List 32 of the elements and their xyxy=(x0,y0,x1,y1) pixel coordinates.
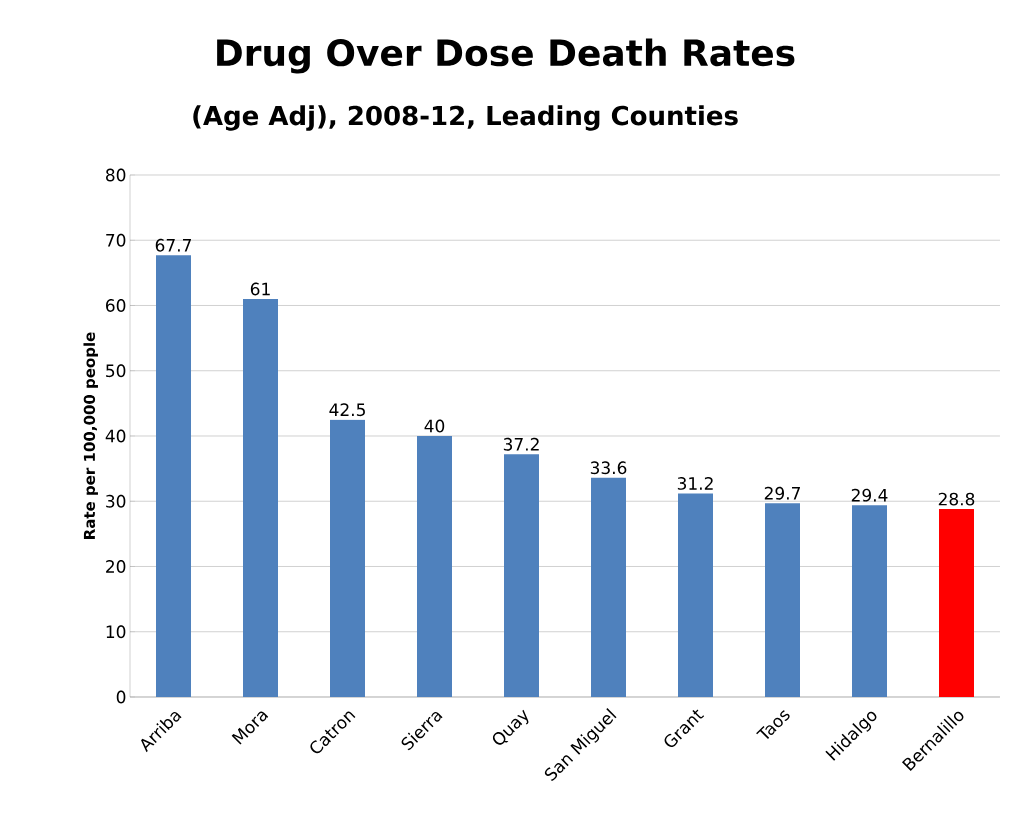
y-tick-label: 20 xyxy=(106,560,126,573)
chart-title: Drug Over Dose Death Rates xyxy=(217,38,795,74)
data-label: 42.5 xyxy=(329,403,365,417)
data-label: 28.8 xyxy=(938,492,975,506)
chart-subtitle: (Age Adj), 2008-12, Leading Counties xyxy=(193,105,738,131)
data-label: 33.6 xyxy=(590,461,627,475)
bar xyxy=(243,298,279,697)
bar xyxy=(765,503,800,697)
y-tick-label: 60 xyxy=(106,299,126,312)
bar xyxy=(417,435,452,697)
y-tick-label: 30 xyxy=(106,494,126,508)
data-label: 29.7 xyxy=(764,486,800,500)
y-tick-label: 80 xyxy=(106,168,126,182)
y-tick-label: 10 xyxy=(106,625,126,639)
bar xyxy=(852,505,887,697)
bar xyxy=(504,454,539,697)
y-tick-label: 40 xyxy=(105,429,126,443)
data-label: 29.4 xyxy=(851,488,888,502)
data-label: 37.2 xyxy=(503,437,539,451)
bar xyxy=(678,493,713,697)
bar xyxy=(330,419,366,697)
bar xyxy=(939,509,974,697)
data-label: 67.7 xyxy=(155,238,191,252)
y-tick-label: 0 xyxy=(116,690,126,704)
bar xyxy=(591,477,626,697)
data-label: 31.2 xyxy=(677,477,713,490)
y-axis-title: Rate per 100,000 people xyxy=(83,332,98,539)
data-label: 61 xyxy=(250,282,270,296)
y-tick-label: 50 xyxy=(106,364,126,378)
bar xyxy=(156,255,192,697)
data-label: 40 xyxy=(424,419,445,433)
y-tick-label: 70 xyxy=(106,233,126,247)
